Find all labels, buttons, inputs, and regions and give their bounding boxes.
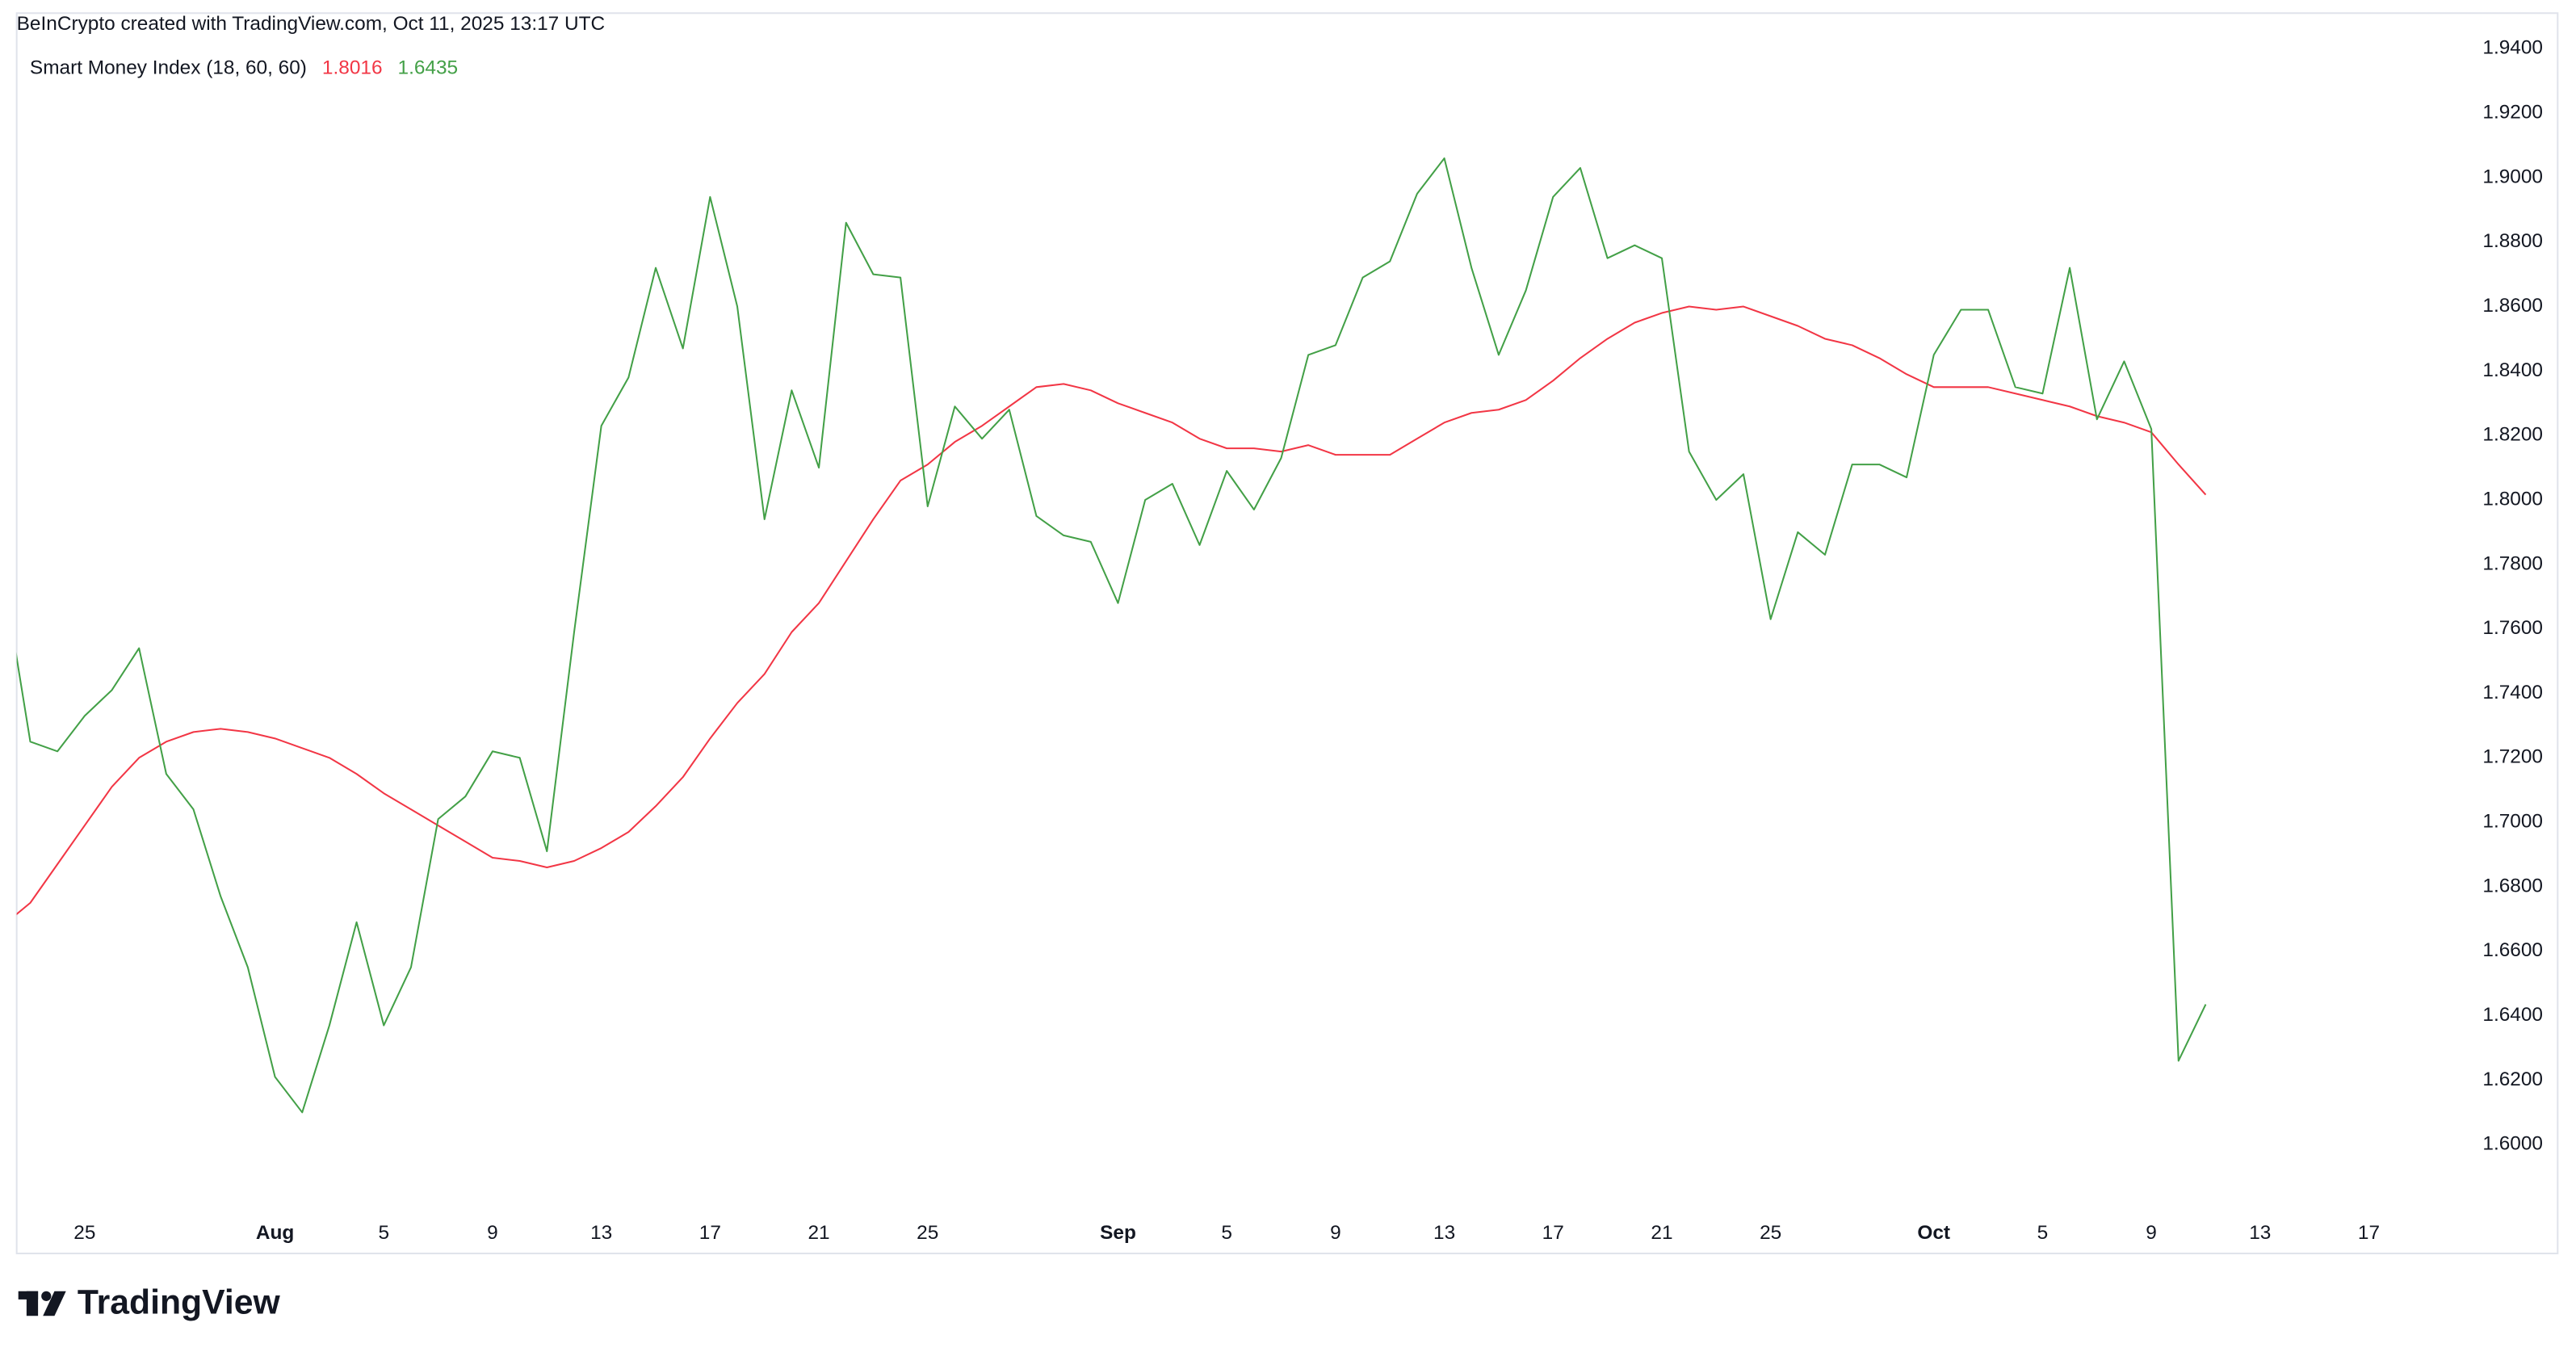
y-tick-label: 1.7200 [2482,746,2543,768]
legend: Smart Money Index (18, 60, 60) 1.8016 1.… [30,57,458,79]
x-tick-label: 5 [1221,1222,1232,1244]
brand-name: TradingView [78,1283,281,1321]
x-tick-label: 9 [487,1222,498,1244]
x-tick-label: 13 [1433,1222,1455,1244]
y-tick-label: 1.8600 [2482,295,2543,317]
x-tick-label: 25 [73,1222,95,1244]
y-tick-label: 1.7400 [2482,682,2543,703]
x-tick-label: 25 [1760,1222,1781,1244]
series-line [16,157,2207,1114]
x-tick-label: 21 [1651,1222,1672,1244]
x-tick-label: 25 [917,1222,938,1244]
y-tick-label: 1.6200 [2482,1069,2543,1090]
x-tick-label: 17 [699,1222,721,1244]
x-tick-label: 13 [2249,1222,2271,1244]
legend-value: 1.6435 [398,57,459,79]
y-tick-label: 1.7600 [2482,617,2543,639]
y-tick-label: 1.6800 [2482,875,2543,896]
plot [16,157,2207,1114]
y-tick-label: 1.6600 [2482,939,2543,961]
y-tick-label: 1.9400 [2482,37,2543,59]
x-tick-label: 13 [590,1222,612,1244]
x-tick-label: Sep [1100,1222,1136,1244]
y-tick-label: 1.7000 [2482,811,2543,833]
x-tick-label: 9 [1330,1222,1341,1244]
y-tick-label: 1.8000 [2482,488,2543,510]
y-tick-label: 1.8200 [2482,424,2543,446]
series-line [16,305,2207,916]
brand-logo: TradingView [18,1283,281,1321]
legend-value: 1.8016 [322,57,383,79]
chart-frame [15,12,2559,1254]
x-tick-label: 17 [1542,1222,1564,1244]
y-tick-label: 1.8800 [2482,230,2543,252]
y-tick-label: 1.6400 [2482,1004,2543,1026]
x-tick-label: 21 [808,1222,829,1244]
y-tick-label: 1.6000 [2482,1133,2543,1155]
x-tick-label: 17 [2358,1222,2380,1244]
y-tick-label: 1.8400 [2482,359,2543,381]
x-tick-label: Aug [256,1222,294,1244]
y-tick-label: 1.9200 [2482,102,2543,124]
x-tick-label: 5 [2037,1222,2049,1244]
x-tick-label: Oct [1917,1222,1950,1244]
header-credit: BeInCrypto created with TradingView.com,… [17,13,605,35]
x-tick-label: 5 [378,1222,389,1244]
legend-title: Smart Money Index (18, 60, 60) [30,57,307,79]
y-tick-label: 1.7800 [2482,552,2543,574]
x-tick-label: 9 [2146,1222,2157,1244]
y-tick-label: 1.9000 [2482,166,2543,187]
